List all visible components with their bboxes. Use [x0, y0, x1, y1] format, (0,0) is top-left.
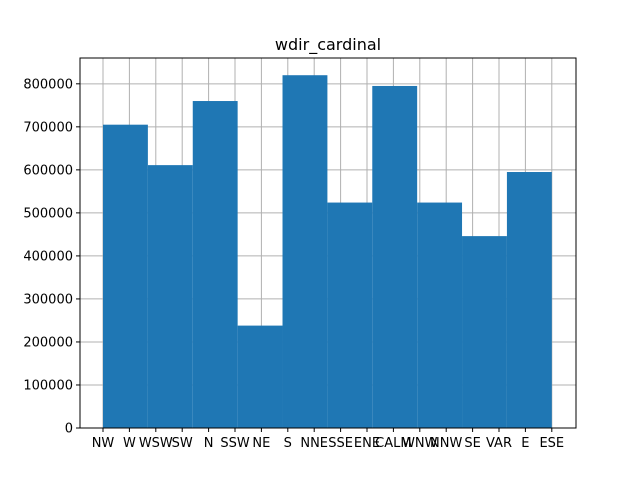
x-tick-label: NNE [300, 436, 328, 451]
x-tick-label: E [521, 436, 529, 451]
x-tick-label: W [123, 436, 136, 451]
y-tick-label: 800000 [23, 77, 73, 92]
y-axis-ticks: 0 100000 200000 300000 400000 500000 600000 700… [23, 77, 80, 437]
y-tick-label: 500000 [23, 206, 73, 221]
y-tick-label: 400000 [23, 249, 73, 264]
x-tick-label: CALM [375, 436, 411, 451]
x-tick-label: NE [252, 436, 270, 451]
x-tick-label: WNW [402, 436, 438, 451]
y-tick-label: 300000 [23, 292, 73, 307]
histogram-bar [327, 202, 373, 428]
histogram-bar [103, 124, 148, 429]
x-tick-label: SSW [220, 436, 250, 451]
histogram-bar [192, 101, 238, 428]
histogram-bar [282, 75, 328, 429]
x-tick-label: SSE [328, 436, 353, 451]
x-tick-label: VAR [486, 436, 512, 451]
chart-title: wdir_cardinal [275, 35, 381, 55]
x-tick-label: SE [464, 436, 480, 451]
x-tick-label: N [204, 436, 214, 451]
histogram-bar [506, 172, 552, 428]
x-tick-label: NW [92, 436, 115, 451]
x-tick-label: NNW [430, 436, 462, 451]
histogram-bar [417, 202, 463, 428]
plot-frame [79, 57, 577, 429]
x-tick-label: ENE [354, 436, 380, 451]
x-tick-label: WSW [139, 436, 173, 451]
y-tick-label: 0 [65, 422, 73, 437]
x-tick-label: ESE [539, 436, 564, 451]
histogram-bar [372, 85, 418, 428]
x-tick-label: SW [172, 436, 193, 451]
y-tick-label: 700000 [23, 120, 73, 135]
x-tick-label: S [284, 436, 292, 451]
histogram-bar [237, 325, 283, 428]
bars [103, 75, 552, 429]
histogram-bar [462, 236, 507, 428]
y-tick-label: 100000 [23, 378, 73, 393]
histogram-bar [147, 165, 193, 428]
y-tick-label: 200000 [23, 335, 73, 350]
y-tick-label: 600000 [23, 163, 73, 178]
